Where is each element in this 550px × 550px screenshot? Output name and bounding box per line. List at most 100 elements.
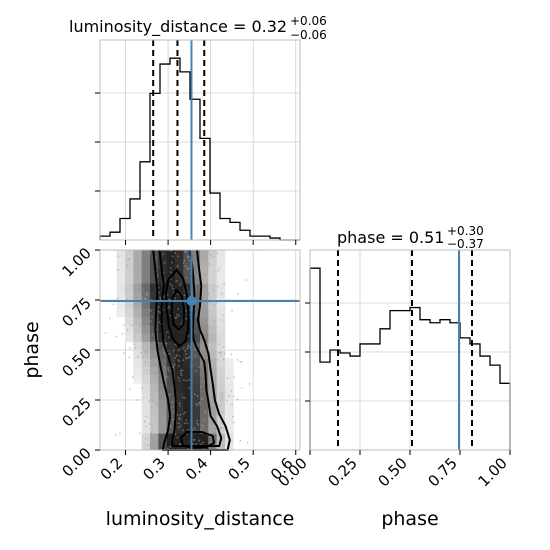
scatter-point	[200, 316, 203, 319]
scatter-point	[187, 428, 190, 431]
scatter-point	[116, 297, 119, 300]
density-cell	[191, 350, 201, 359]
scatter-point	[203, 326, 206, 329]
scatter-point	[210, 425, 213, 428]
density-cell	[200, 375, 209, 384]
scatter-point	[245, 279, 248, 281]
density-cell	[116, 266, 126, 276]
scatter-point	[212, 289, 215, 291]
scatter-point	[248, 382, 251, 385]
scatter-point	[162, 351, 165, 354]
density-cell	[133, 341, 142, 351]
density-cell	[166, 283, 176, 292]
scatter-point	[177, 255, 180, 258]
scatter-point	[220, 426, 223, 429]
scatter-point	[207, 291, 210, 294]
scatter-point	[132, 296, 135, 299]
density-cell	[183, 400, 192, 409]
density-cell	[216, 266, 226, 276]
density-cell	[216, 291, 226, 301]
density-cell	[166, 366, 176, 376]
scatter-point	[108, 317, 111, 320]
scatter-point	[230, 353, 233, 356]
scatter-point	[177, 377, 180, 380]
density-cell	[116, 250, 126, 259]
scatter-point	[182, 413, 185, 415]
density-cell	[175, 316, 184, 326]
scatter-point	[179, 405, 181, 407]
density-cell	[141, 250, 151, 259]
ld-histogram-step	[99, 57, 300, 241]
scatter-point	[206, 251, 209, 254]
scatter-point	[135, 288, 138, 290]
joint-density-panel: 0.2 0.3 0.4 0.5 0.6 0.000.250.500.751.00 lum…	[21, 244, 301, 530]
scatter-point	[196, 275, 199, 278]
scatter-point	[208, 429, 211, 432]
scatter-point	[152, 400, 155, 403]
scatter-point	[195, 443, 197, 446]
density-cell	[133, 250, 142, 259]
scatter-point	[196, 344, 199, 347]
scatter-point	[161, 400, 164, 402]
scatter-point	[188, 379, 191, 381]
scatter-point	[188, 255, 190, 258]
density-cell	[133, 316, 142, 326]
density-cell	[208, 291, 217, 301]
scatter-point	[150, 398, 153, 401]
density-cell	[216, 350, 226, 359]
luminosity-distance-histogram-panel: luminosity_distance = 0.32 +0.06 −0.06	[69, 14, 327, 245]
scatter-point	[177, 358, 180, 361]
scatter-point	[146, 293, 149, 296]
scatter-point	[196, 422, 199, 425]
scatter-point	[202, 352, 204, 355]
scatter-point	[141, 297, 144, 299]
scatter-point	[196, 419, 198, 422]
scatter-point	[179, 414, 182, 416]
scatter-point	[182, 396, 184, 399]
scatter-point	[121, 332, 124, 335]
density-cell	[183, 366, 192, 376]
scatter-point	[176, 265, 179, 267]
y-tick-label: 0.50	[58, 344, 94, 380]
density-cell	[175, 425, 184, 434]
scatter-point	[231, 309, 233, 312]
density-cell	[216, 408, 226, 417]
scatter-point	[143, 420, 146, 423]
density-cell	[141, 283, 151, 292]
scatter-point	[157, 305, 160, 308]
scatter-point	[227, 395, 230, 397]
scatter-point	[219, 355, 222, 357]
contour-line	[158, 249, 223, 447]
density-cell	[133, 283, 142, 292]
x-tick-label: 0.2	[97, 454, 127, 484]
scatter-point	[112, 303, 115, 306]
density-cell	[150, 291, 159, 301]
scatter-point	[200, 386, 202, 388]
density-cell	[141, 275, 151, 284]
density-cell	[150, 383, 159, 392]
scatter-point	[182, 359, 185, 361]
scatter-point	[171, 285, 173, 288]
density-cell	[208, 325, 217, 334]
density-cell	[158, 358, 167, 367]
scatter-point	[179, 369, 182, 372]
scatter-point	[208, 428, 211, 430]
density-cell	[216, 400, 226, 409]
scatter-point	[172, 365, 174, 368]
scatter-point	[195, 369, 197, 372]
scatter-point	[139, 316, 142, 319]
scatter-point	[221, 396, 224, 399]
density-cell	[200, 266, 209, 276]
ld-title-sub: −0.06	[290, 28, 327, 42]
scatter-point	[185, 379, 188, 382]
density-cell	[166, 383, 176, 392]
density-cell	[225, 366, 234, 376]
scatter-point	[186, 357, 189, 360]
scatter-point	[153, 361, 156, 364]
density-cell	[200, 350, 209, 359]
scatter-point	[183, 379, 185, 381]
ld-quantile-lines	[152, 40, 206, 240]
density-cell	[125, 300, 134, 309]
scatter-point	[186, 422, 189, 425]
density-cell	[158, 400, 167, 409]
